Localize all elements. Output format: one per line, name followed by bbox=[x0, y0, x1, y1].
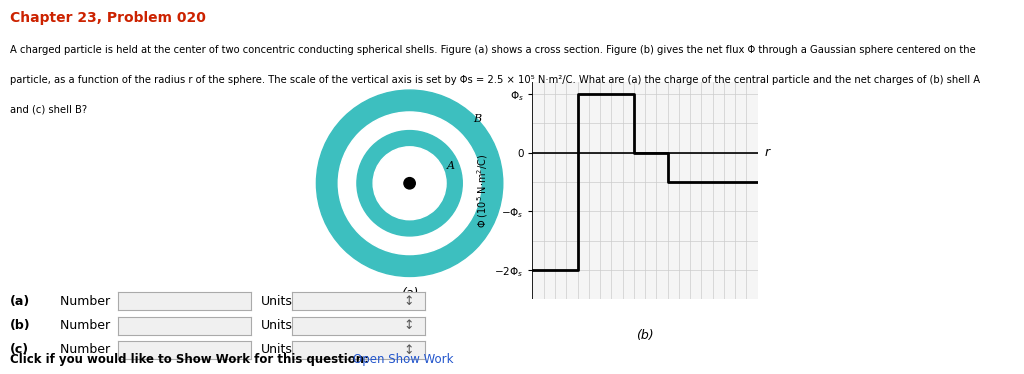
Text: (a): (a) bbox=[401, 287, 418, 300]
Text: Click if you would like to Show Work for this question:: Click if you would like to Show Work for… bbox=[10, 353, 370, 366]
Circle shape bbox=[357, 131, 462, 236]
Text: Number: Number bbox=[56, 343, 111, 356]
Text: A: A bbox=[446, 161, 455, 171]
Text: Units: Units bbox=[261, 343, 293, 356]
Text: ↕: ↕ bbox=[403, 344, 415, 356]
Circle shape bbox=[373, 147, 446, 220]
Y-axis label: $\Phi$ (10$^5$ N$\cdot$m$^2$/C): $\Phi$ (10$^5$ N$\cdot$m$^2$/C) bbox=[475, 153, 490, 228]
Circle shape bbox=[316, 90, 503, 276]
Text: and (c) shell B?: and (c) shell B? bbox=[10, 105, 87, 115]
Circle shape bbox=[338, 112, 481, 255]
Text: Units: Units bbox=[261, 295, 293, 307]
Circle shape bbox=[316, 90, 503, 276]
Text: A charged particle is held at the center of two concentric conducting spherical : A charged particle is held at the center… bbox=[10, 45, 976, 55]
Text: ↕: ↕ bbox=[403, 319, 415, 332]
Text: Number: Number bbox=[56, 319, 111, 332]
Circle shape bbox=[403, 178, 416, 189]
Text: Chapter 23, Problem 020: Chapter 23, Problem 020 bbox=[10, 11, 206, 25]
Text: (b): (b) bbox=[636, 328, 654, 341]
Text: (a): (a) bbox=[10, 295, 31, 307]
Text: ↕: ↕ bbox=[403, 295, 415, 308]
Text: Units: Units bbox=[261, 319, 293, 332]
Text: Open Show Work: Open Show Work bbox=[353, 353, 454, 366]
Text: B: B bbox=[473, 114, 481, 125]
Text: Number: Number bbox=[56, 295, 111, 307]
Text: (b): (b) bbox=[10, 319, 31, 332]
Text: (c): (c) bbox=[10, 343, 30, 356]
Text: particle, as a function of the radius r of the sphere. The scale of the vertical: particle, as a function of the radius r … bbox=[10, 75, 980, 85]
Text: r: r bbox=[765, 146, 770, 159]
